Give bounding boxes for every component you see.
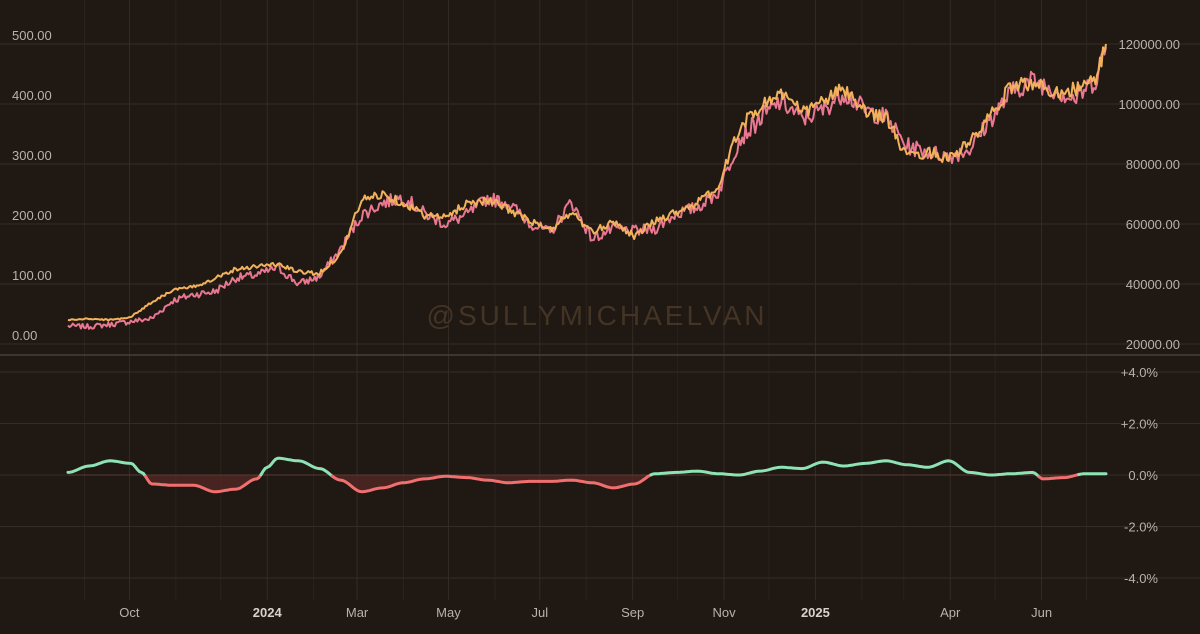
right-axis-tick-label: 60000.00 — [1126, 217, 1180, 232]
x-axis-tick-label: Apr — [940, 605, 961, 620]
x-axis-tick-label: 2024 — [253, 605, 283, 620]
spread-line-negative — [1037, 473, 1081, 481]
spread-axis-tick-label: -2.0% — [1124, 520, 1158, 535]
left-axis-tick-label: 300.00 — [12, 148, 52, 163]
spread-axis-tick-label: -4.0% — [1124, 571, 1158, 586]
right-axis-tick-label: 40000.00 — [1126, 277, 1180, 292]
spread-line-negative — [330, 473, 653, 494]
x-axis-tick-label: Nov — [712, 605, 736, 620]
x-axis-tick-label: Jul — [532, 605, 549, 620]
x-axis-tick-label: Jun — [1031, 605, 1052, 620]
right-axis-tick-label: 80000.00 — [1126, 157, 1180, 172]
left-axis-tick-label: 200.00 — [12, 208, 52, 223]
right-axis-tick-label: 20000.00 — [1126, 337, 1180, 352]
x-axis-tick-label: May — [436, 605, 461, 620]
series-line-layer — [66, 43, 1108, 494]
left-axis-tick-label: 500.00 — [12, 28, 52, 43]
spread-line-positive — [259, 456, 334, 478]
left-axis-tick-label: 0.00 — [12, 328, 37, 343]
left-axis-tick-label: 400.00 — [12, 88, 52, 103]
right-axis-tick-label: 120000.00 — [1119, 37, 1180, 52]
grid-layer — [0, 0, 1200, 600]
x-axis-tick-label: Oct — [119, 605, 140, 620]
right-axis-tick-label: 100000.00 — [1119, 97, 1180, 112]
x-axis-tick-label: 2025 — [801, 605, 830, 620]
x-axis-tick-label: Mar — [346, 605, 369, 620]
spread-axis-tick-label: +4.0% — [1121, 365, 1159, 380]
left-axis-tick-label: 100.00 — [12, 268, 52, 283]
series-line-orange — [67, 43, 1107, 322]
axis-label-layer: 0.00 100.00 200.00 300.00 400.00 500.00 20000.… — [12, 28, 1180, 620]
watermark-text: @SULLYMICHAELVAN — [427, 300, 768, 331]
spread-axis-tick-label: 0.0% — [1128, 468, 1158, 483]
x-axis-tick-label: Sep — [621, 605, 644, 620]
spread-line-positive — [649, 459, 1041, 479]
spread-line-positive — [66, 459, 148, 478]
spread-axis-tick-label: +2.0% — [1121, 417, 1159, 432]
spread-line-negative — [144, 473, 263, 494]
spread-line-positive — [1077, 472, 1108, 476]
